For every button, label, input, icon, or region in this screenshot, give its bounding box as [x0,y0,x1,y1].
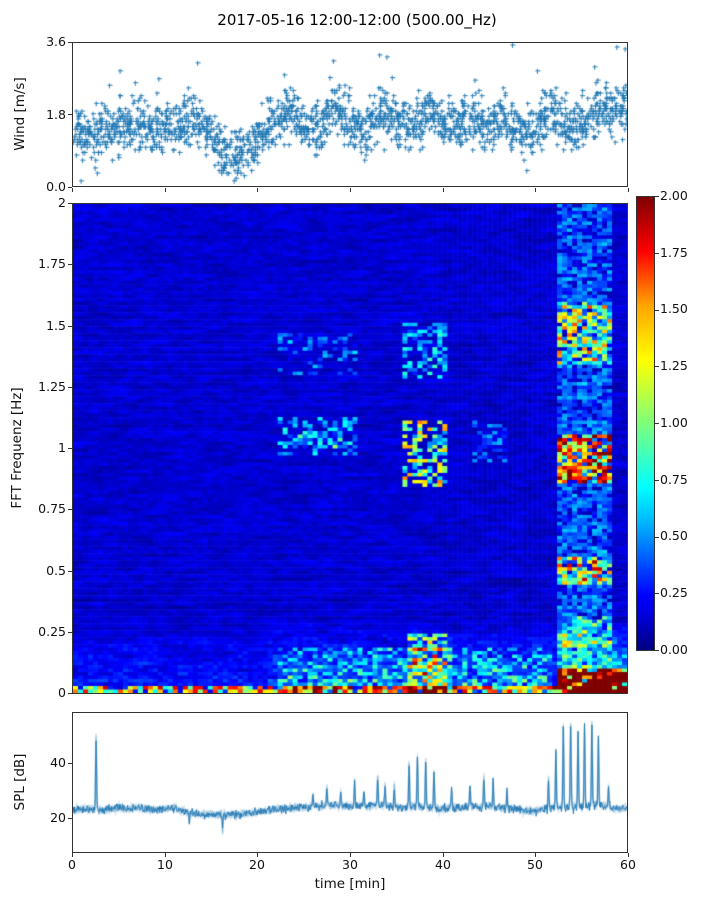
spec-ytick-label: 2 [58,195,66,210]
wind-ytick-label: 1.8 [46,107,66,122]
tick-mark [68,42,72,43]
x-tick-label: 10 [157,857,173,872]
tick-mark [443,188,444,192]
spec-ytick-label: 1.25 [38,379,66,394]
tick-mark [68,264,72,265]
spl-ytick-label: 20 [50,810,66,825]
tick-mark [68,326,72,327]
tick-mark [68,763,72,764]
spec-ytick-label: 0.5 [46,563,66,578]
spec-ytick-label: 1.75 [38,256,66,271]
x-tick-label: 0 [68,857,76,872]
colorbar-tick-label: 0.50 [660,528,688,543]
tick-mark [68,448,72,449]
wind-scatter-canvas [73,43,627,186]
x-tick-label: 50 [527,857,543,872]
colorbar-gradient [636,196,655,651]
tick-mark [68,203,72,204]
x-axis-label: time [min] [314,876,386,892]
tick-mark [257,853,258,857]
tick-mark [655,196,659,197]
tick-mark [68,693,72,694]
spec-ytick-label: 1 [58,440,66,455]
tick-mark [535,188,536,192]
colorbar-tick-label: 0.75 [660,472,688,487]
tick-mark [68,509,72,510]
wind-plot-area [72,42,628,187]
tick-mark [68,818,72,819]
colorbar-tick-label: 1.50 [660,301,688,316]
spl-plot-area [72,712,628,853]
tick-mark [165,853,166,857]
tick-mark [655,310,659,311]
x-tick-label: 30 [342,857,358,872]
wind-ytick-label: 0.0 [46,179,66,194]
tick-mark [535,853,536,857]
tick-mark [165,188,166,192]
colorbar-tick-label: 2.00 [660,188,688,203]
tick-mark [68,632,72,633]
spec-ytick-label: 0 [58,685,66,700]
spectrogram-canvas [73,204,627,693]
spl-ytick-label: 40 [50,755,66,770]
tick-mark [68,387,72,388]
tick-mark [350,188,351,192]
tick-mark [655,537,659,538]
colorbar-tick-label: 1.00 [660,415,688,430]
figure-title: 2017-05-16 12:00-12:00 (500.00_Hz) [217,11,497,29]
x-tick-label: 20 [249,857,265,872]
tick-mark [72,188,73,192]
tick-mark [68,187,72,188]
x-tick-label: 60 [620,857,636,872]
colorbar-tick-label: 0.00 [660,642,688,657]
spectrogram-plot-area [72,203,628,694]
tick-mark [257,188,258,192]
spl-line-canvas [73,713,627,852]
tick-mark [72,853,73,857]
x-tick-label: 40 [435,857,451,872]
tick-mark [628,853,629,857]
tick-mark [628,188,629,192]
tick-mark [655,423,659,424]
colorbar-tick-label: 0.25 [660,585,688,600]
colorbar-tick-label: 1.25 [660,358,688,373]
tick-mark [655,650,659,651]
tick-mark [68,571,72,572]
tick-mark [655,480,659,481]
spec-ytick-label: 1.5 [46,318,66,333]
tick-mark [443,853,444,857]
tick-mark [655,253,659,254]
tick-mark [350,853,351,857]
spec-ytick-label: 0.75 [38,501,66,516]
wind-ytick-label: 3.6 [46,34,66,49]
tick-mark [655,366,659,367]
spectrogram-y-axis-label: FFT Frequenz [Hz] [9,387,25,509]
tick-mark [68,114,72,115]
spec-ytick-label: 0.25 [38,624,66,639]
colorbar-tick-label: 1.75 [660,245,688,260]
tick-mark [655,593,659,594]
